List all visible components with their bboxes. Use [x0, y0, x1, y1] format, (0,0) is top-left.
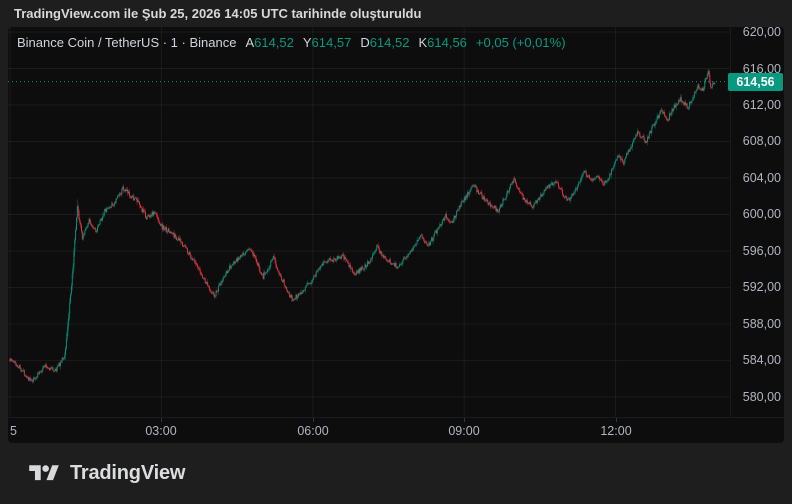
- time-tick-mark: [161, 418, 162, 422]
- price-tick-label: 600,00: [742, 207, 781, 221]
- tradingview-logo-icon[interactable]: [29, 462, 59, 485]
- last-price-badge: 614,56: [728, 73, 783, 91]
- symbol-title: Binance Coin / TetherUS · 1 · Binance: [17, 35, 237, 50]
- ohlc-open: A614,52: [245, 35, 294, 50]
- price-axis[interactable]: 620,00 616,00 612,00 608,00 604,00 600,00 596,…: [730, 25, 785, 417]
- price-change: +0,05 (+0,01%): [475, 35, 566, 50]
- price-tick-label: 612,00: [742, 98, 781, 112]
- footer-bar: TradingView: [0, 443, 792, 504]
- time-tick-label: 5: [10, 424, 17, 438]
- time-tick-mark: [616, 418, 617, 422]
- price-tick-label: 604,00: [742, 171, 781, 185]
- time-tick-label: 06:00: [297, 424, 329, 438]
- price-tick-label: 608,00: [742, 134, 781, 148]
- candlestick-plot[interactable]: [8, 27, 730, 417]
- price-tick-label: 580,00: [742, 390, 781, 404]
- price-tick-label: 616,00: [742, 62, 781, 76]
- time-tick-mark: [313, 418, 314, 422]
- chart-panel: Binance Coin / TetherUS · 1 · Binance A6…: [8, 25, 785, 444]
- price-tick-label: 592,00: [742, 280, 781, 294]
- price-tick-label: 620,00: [742, 25, 781, 39]
- ohlc-low: D614,52: [360, 35, 410, 50]
- time-tick-mark: [464, 418, 465, 422]
- ohlc-close: K614,56: [418, 35, 467, 50]
- chart-canvas[interactable]: [8, 27, 730, 417]
- snapshot-attribution: TradingView.com ile Şub 25, 2026 14:05 U…: [0, 0, 792, 27]
- time-tick-label: 03:00: [145, 424, 177, 438]
- chart-legend[interactable]: Binance Coin / TetherUS · 1 · Binance A6…: [17, 35, 566, 50]
- price-tick-label: 584,00: [742, 353, 781, 367]
- tradingview-wordmark[interactable]: TradingView: [70, 462, 186, 484]
- ohlc-high: Y614,57: [302, 35, 352, 50]
- time-tick-label: 09:00: [448, 424, 480, 438]
- price-tick-label: 596,00: [742, 244, 781, 258]
- price-tick-label: 588,00: [742, 317, 781, 331]
- time-axis[interactable]: 5 03:00 06:00 09:00 12:00: [8, 417, 784, 444]
- time-tick-label: 12:00: [600, 424, 632, 438]
